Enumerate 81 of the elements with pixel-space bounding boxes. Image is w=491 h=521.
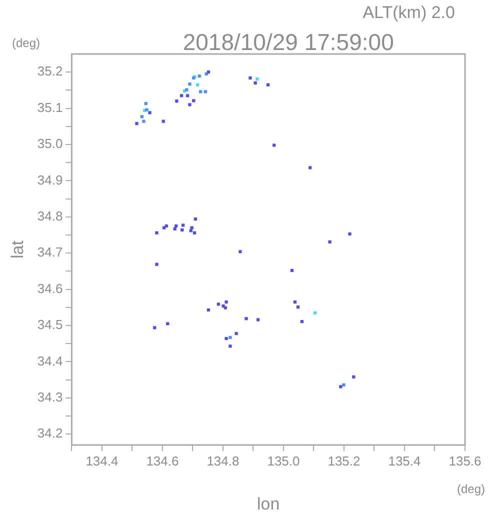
point — [313, 311, 316, 314]
x-tick-label: 134.6 — [146, 453, 179, 468]
point — [181, 224, 185, 227]
x-tick-label: 135.4 — [388, 453, 421, 468]
point — [155, 231, 158, 234]
point — [148, 111, 152, 114]
point — [144, 102, 148, 106]
y-axis-title: lat — [8, 240, 27, 258]
point — [192, 231, 196, 234]
point — [248, 76, 252, 80]
point — [190, 226, 194, 230]
point — [342, 383, 346, 386]
point — [180, 228, 184, 232]
x-tick-label: 135.2 — [328, 453, 360, 468]
point — [256, 318, 260, 322]
point — [256, 77, 259, 81]
y-tick-label: 34.3 — [37, 390, 63, 405]
point — [206, 308, 210, 312]
point — [216, 302, 220, 306]
point — [164, 224, 168, 228]
point — [224, 306, 227, 310]
point — [234, 332, 238, 336]
y-tick-label: 34.7 — [37, 244, 63, 260]
point — [166, 322, 170, 326]
point — [175, 100, 178, 103]
point — [300, 320, 304, 324]
point — [196, 83, 200, 86]
point — [188, 82, 192, 86]
y-tick-label: 34.8 — [37, 208, 63, 224]
point — [348, 232, 352, 236]
point — [328, 240, 332, 244]
y-tick-label: 35.1 — [37, 100, 63, 115]
point — [290, 268, 294, 272]
point — [186, 94, 190, 98]
point — [206, 70, 210, 74]
y-tick-label: 34.4 — [37, 353, 63, 368]
x-axis-title: lon — [257, 494, 280, 514]
point — [162, 120, 165, 123]
text: (deg) — [456, 482, 485, 496]
point — [140, 115, 144, 118]
point — [180, 94, 184, 98]
y-tick-label: 34.9 — [37, 172, 63, 188]
point — [272, 144, 276, 147]
y-tick-label: 35.0 — [37, 136, 63, 152]
point — [204, 90, 207, 94]
point — [293, 300, 297, 304]
x-tick-label: 134.4 — [86, 453, 118, 468]
point — [308, 166, 312, 170]
point — [244, 317, 248, 320]
point — [228, 336, 232, 340]
point — [296, 306, 300, 309]
y-tick-label: 34.2 — [37, 426, 63, 441]
point — [194, 218, 197, 221]
y-tick-label: 35.2 — [37, 64, 63, 79]
point — [224, 337, 228, 340]
point — [188, 103, 192, 106]
point — [174, 224, 178, 228]
chart-title: 2018/10/29 17:59:00 — [182, 29, 394, 55]
point — [254, 81, 257, 85]
point — [266, 83, 270, 86]
point — [173, 227, 176, 230]
x-tick-label: 135.0 — [267, 453, 300, 468]
point — [155, 262, 158, 266]
point — [352, 375, 356, 378]
point — [199, 90, 202, 94]
point — [198, 74, 201, 78]
point — [339, 385, 342, 388]
x-tick-label: 135.6 — [448, 453, 482, 468]
y-tick-label: 34.6 — [37, 280, 63, 296]
chart-subtitle: ALT(km) 2.0 — [362, 3, 455, 22]
point — [228, 344, 232, 348]
point — [153, 326, 156, 330]
point — [142, 120, 146, 123]
y-tick-label: 34.5 — [37, 317, 63, 332]
point — [224, 300, 228, 304]
x-tick-label: 134.8 — [206, 453, 240, 468]
point — [135, 122, 138, 126]
point — [238, 250, 242, 254]
point — [192, 99, 196, 102]
point — [162, 226, 166, 230]
text: (deg) — [12, 36, 40, 50]
